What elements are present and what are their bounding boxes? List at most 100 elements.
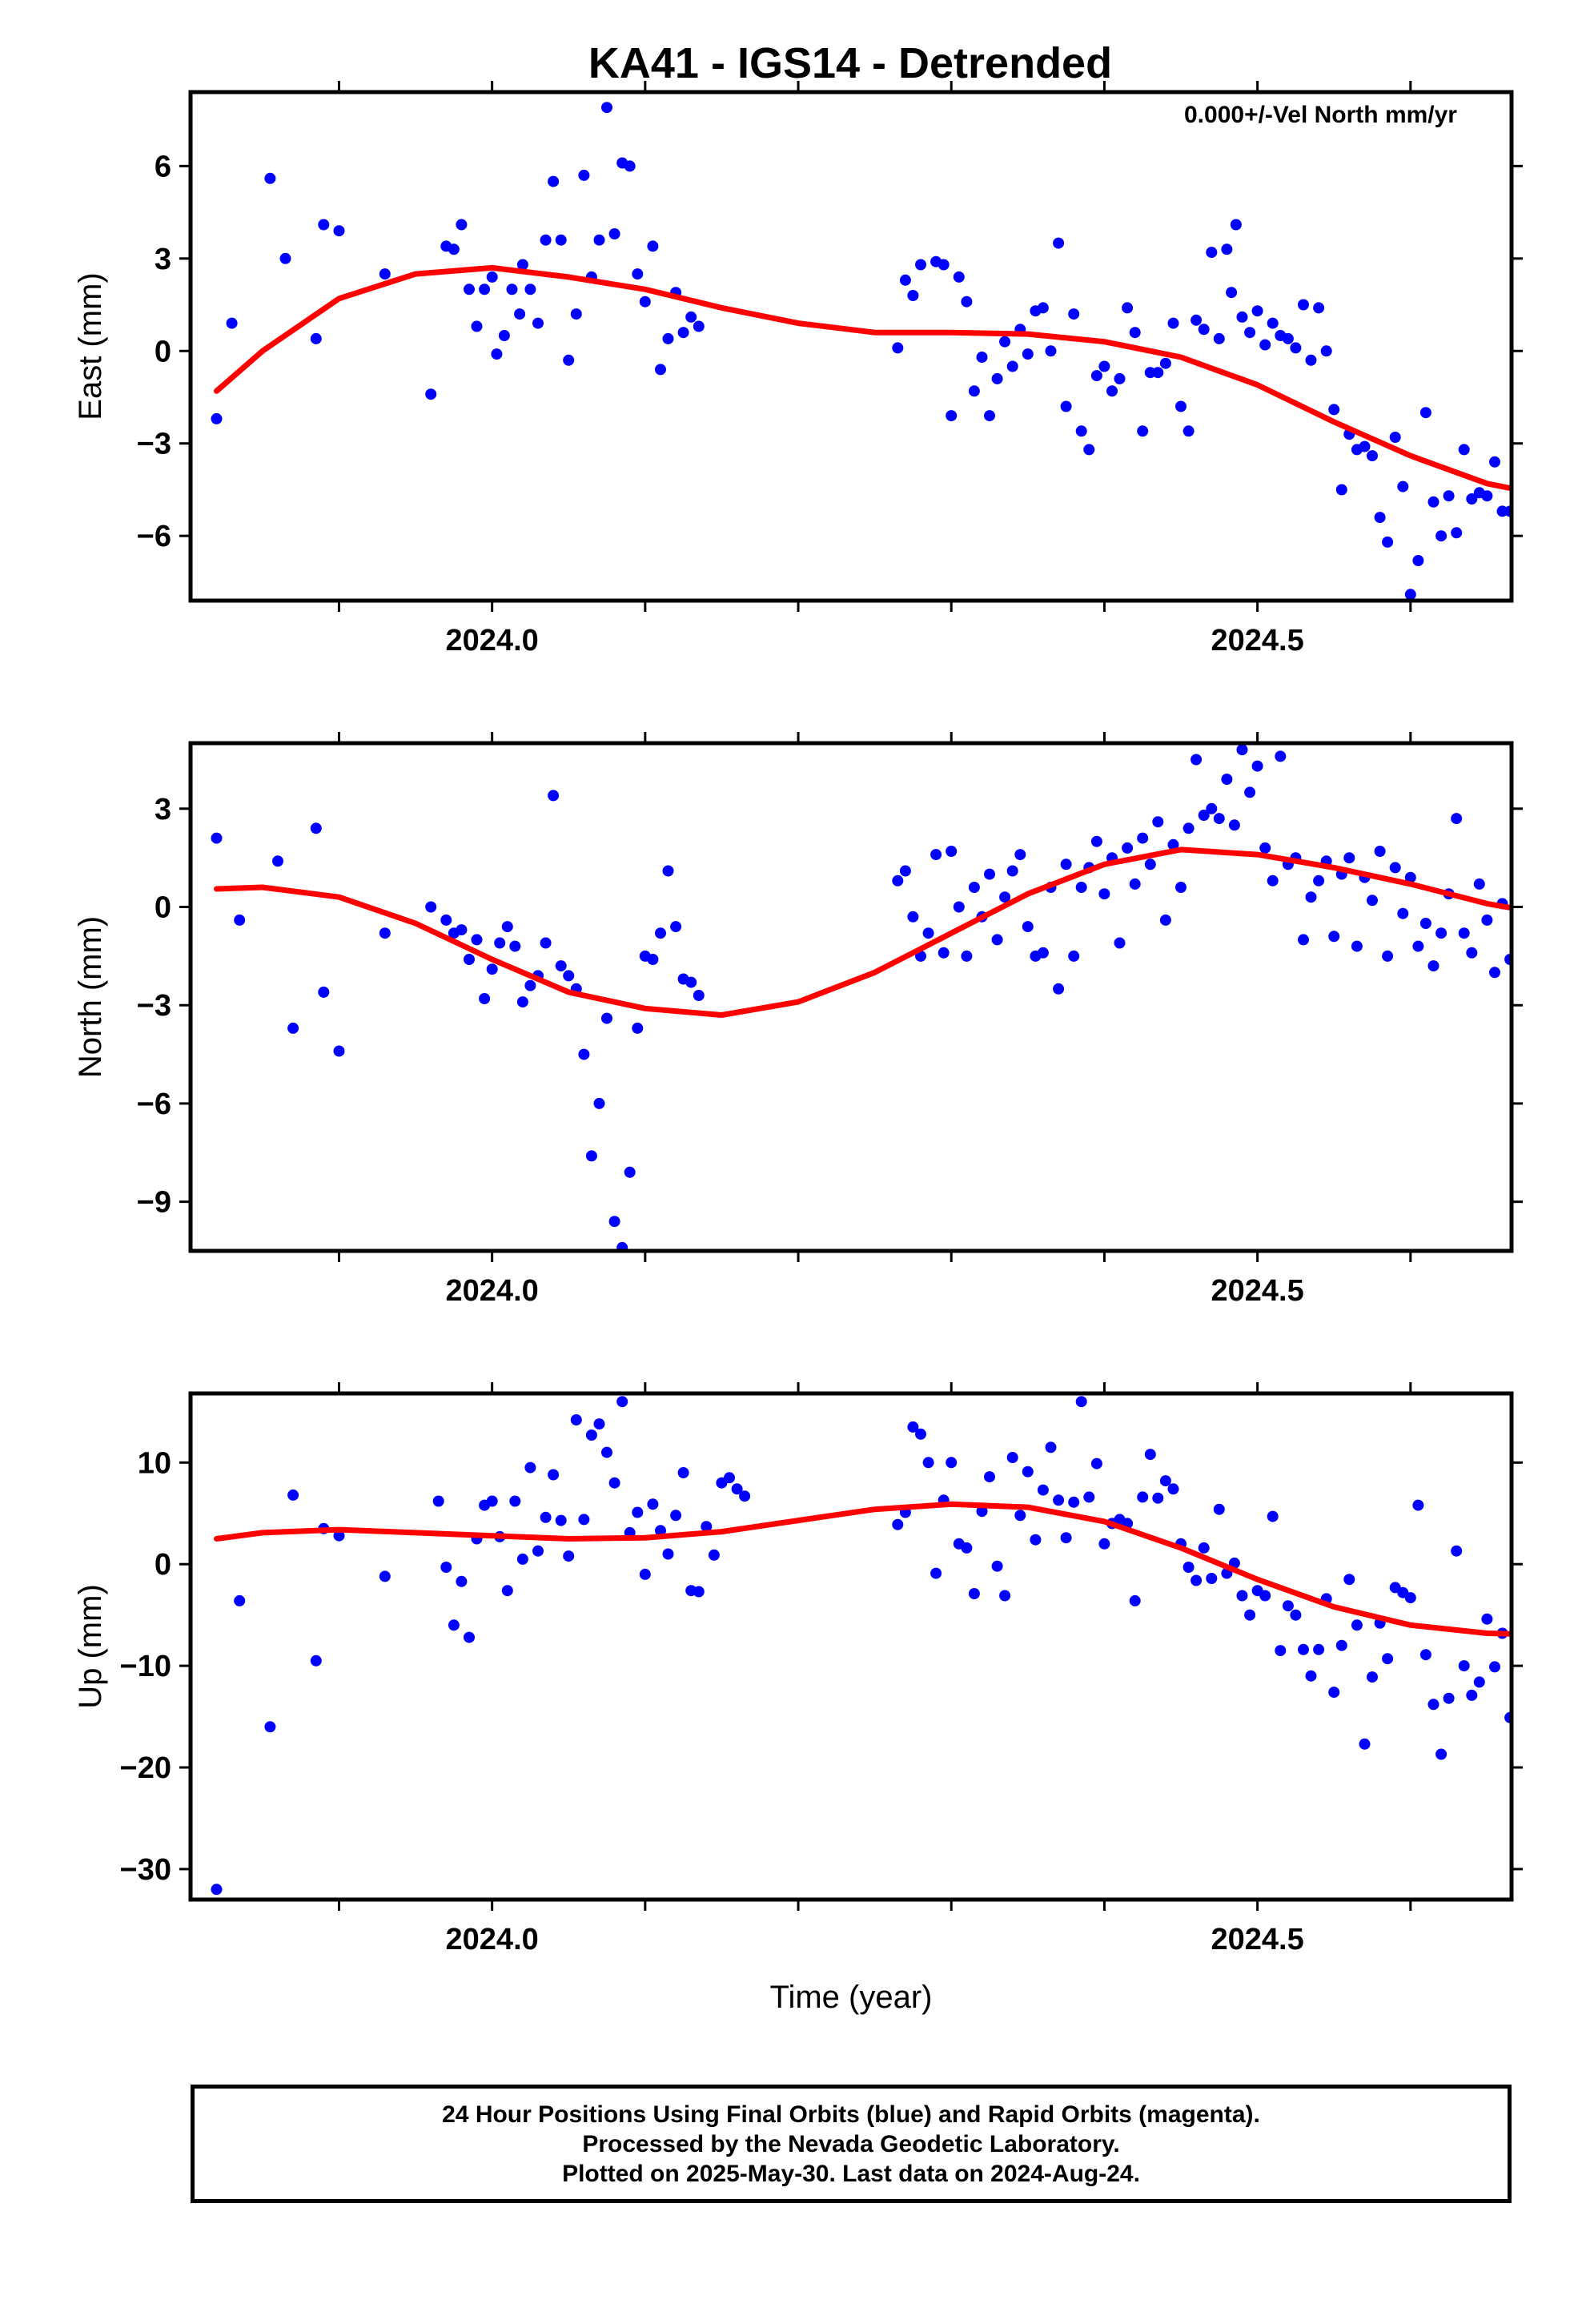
- data-point: [1382, 1653, 1394, 1665]
- data-point: [479, 283, 491, 296]
- y-tick-label: −6: [137, 1088, 171, 1121]
- data-point: [1228, 819, 1240, 831]
- data-point: [440, 914, 452, 926]
- y-tick-label: −30: [120, 1853, 171, 1887]
- data-point: [516, 1553, 528, 1565]
- data-point: [1045, 345, 1057, 357]
- data-point: [1275, 750, 1287, 762]
- data-point: [1236, 744, 1248, 756]
- data-point: [310, 1655, 322, 1667]
- y-tick-label: −10: [120, 1650, 171, 1683]
- data-point: [907, 290, 919, 301]
- footer-line-2: Processed by the Nevada Geodetic Laborat…: [582, 2130, 1120, 2157]
- data-point: [1191, 754, 1203, 766]
- data-point: [1496, 505, 1508, 517]
- data-point: [516, 996, 528, 1008]
- data-point: [1558, 388, 1569, 400]
- data-point: [1213, 1503, 1225, 1515]
- data-point: [1313, 1643, 1325, 1655]
- data-point: [379, 1570, 391, 1582]
- data-point: [1244, 327, 1256, 339]
- data-point: [639, 296, 651, 308]
- y-axis-label: East (mm): [73, 272, 108, 420]
- data-point: [1520, 1622, 1531, 1633]
- data-point: [1068, 308, 1080, 320]
- data-point: [608, 1216, 620, 1228]
- data-point: [961, 950, 973, 962]
- data-point: [953, 271, 965, 283]
- data-point: [1573, 921, 1582, 932]
- data-point: [639, 1568, 651, 1580]
- data-point: [1320, 345, 1332, 357]
- data-point: [1458, 444, 1470, 456]
- data-point: [593, 1097, 605, 1109]
- data-point: [1550, 947, 1561, 959]
- data-point: [524, 283, 536, 296]
- data-point: [1014, 1510, 1026, 1522]
- data-point: [440, 1562, 452, 1573]
- data-point: [922, 1457, 934, 1469]
- data-point: [1244, 786, 1256, 798]
- data-point: [1404, 589, 1416, 601]
- data-point: [524, 979, 536, 991]
- data-point: [1305, 891, 1317, 903]
- data-point: [1129, 1594, 1141, 1606]
- footer-line-1: 24 Hour Positions Using Final Orbits (bl…: [442, 2101, 1260, 2128]
- data-point: [1137, 832, 1149, 844]
- data-point: [456, 924, 468, 936]
- data-point: [1267, 1510, 1279, 1522]
- data-point: [1114, 372, 1126, 384]
- plot-frame: [188, 1391, 1514, 1902]
- data-point: [1098, 1538, 1110, 1550]
- data-point: [1221, 243, 1233, 255]
- data-point: [662, 865, 674, 877]
- data-point: [1466, 493, 1478, 505]
- data-point: [601, 1446, 612, 1458]
- data-point: [486, 1495, 498, 1507]
- data-point: [1359, 440, 1371, 452]
- data-point: [647, 1498, 659, 1510]
- data-point: [670, 921, 682, 933]
- data-point: [1573, 352, 1582, 363]
- data-point: [211, 1884, 223, 1896]
- data-point: [968, 882, 980, 893]
- data-point: [946, 1457, 958, 1469]
- data-point: [1175, 882, 1186, 893]
- data-point: [1528, 475, 1539, 486]
- y-tick-label: −6: [137, 520, 171, 553]
- data-point: [892, 875, 904, 887]
- data-point: [479, 993, 491, 1004]
- data-point: [1313, 302, 1325, 314]
- data-point: [1328, 931, 1340, 943]
- data-point: [471, 320, 483, 332]
- data-point: [555, 234, 567, 246]
- data-point: [234, 1594, 246, 1606]
- data-point: [1090, 835, 1102, 847]
- data-point: [1060, 400, 1072, 412]
- data-point: [1535, 898, 1546, 909]
- data-point: [1404, 1592, 1416, 1604]
- y-tick-label: −3: [137, 989, 171, 1023]
- data-point: [1543, 921, 1554, 932]
- y-tick-label: −3: [137, 428, 171, 461]
- data-point: [1451, 813, 1463, 825]
- data-point: [1182, 425, 1195, 437]
- data-point: [524, 1462, 536, 1474]
- data-point: [1090, 370, 1102, 382]
- data-point: [1335, 484, 1347, 496]
- data-point: [693, 990, 705, 1001]
- data-point: [514, 308, 526, 320]
- footer-note-box: 24 Hour Positions Using Final Orbits (bl…: [191, 2085, 1512, 2203]
- data-point: [563, 970, 575, 982]
- data-point: [1060, 1532, 1072, 1544]
- data-point: [1359, 1738, 1371, 1750]
- data-point: [1053, 1494, 1065, 1506]
- data-point: [938, 947, 950, 959]
- data-point: [211, 832, 223, 844]
- data-point: [1305, 1670, 1317, 1682]
- data-point: [1167, 1483, 1179, 1495]
- data-point: [563, 1550, 575, 1562]
- y-tick-label: 3: [155, 793, 171, 826]
- data-point: [915, 259, 926, 271]
- data-point: [1481, 914, 1493, 926]
